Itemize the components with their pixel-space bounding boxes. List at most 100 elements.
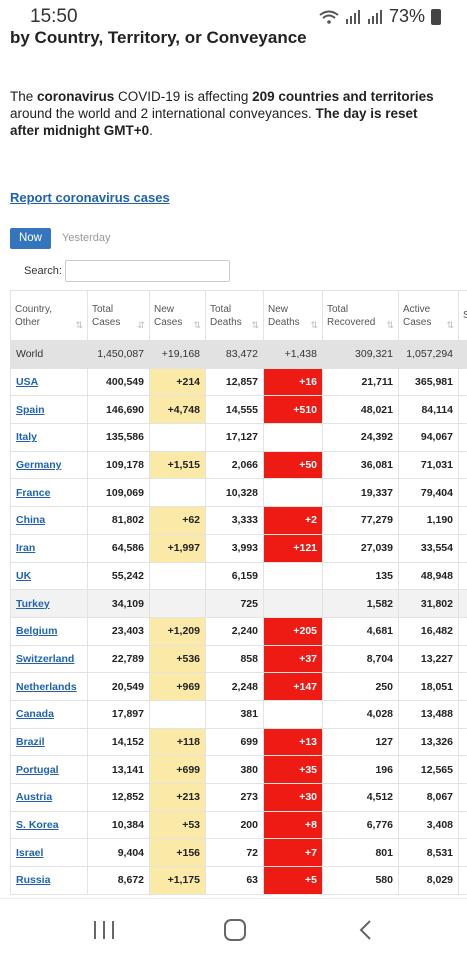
- cell-deaths: 858: [205, 644, 264, 674]
- table-row: China 81,802 +62 3,333 +2 77,279 1,190: [10, 506, 467, 535]
- cell-country[interactable]: UK: [10, 561, 88, 591]
- table-row: Germany 109,178 +1,515 2,066 +50 36,081 71,031: [10, 450, 467, 480]
- cell-country[interactable]: Israel: [10, 838, 88, 868]
- cell-recovered: 801: [322, 838, 399, 868]
- column-header-total-deaths[interactable]: Total Deaths ⇅: [205, 290, 264, 341]
- battery-percent: 73%: [388, 6, 425, 26]
- header-line1: Active: [403, 303, 431, 315]
- clock: 15:50: [30, 6, 78, 27]
- cell-serious: [458, 727, 467, 757]
- cell-country[interactable]: France: [10, 478, 88, 508]
- cell-active: 13,227: [398, 644, 459, 674]
- back-icon[interactable]: [356, 919, 376, 941]
- home-icon[interactable]: [224, 919, 246, 941]
- page-heading: by Country, Territory, or Conveyance: [10, 28, 307, 47]
- signal-icon: [345, 9, 360, 24]
- cell-country[interactable]: Switzerland: [10, 644, 88, 674]
- column-header-active-cases[interactable]: Active Cases ⇅: [398, 290, 459, 341]
- recents-icon[interactable]: [94, 921, 114, 939]
- cell-deaths: 83,472: [205, 340, 264, 369]
- cell-country[interactable]: Italy: [10, 423, 88, 452]
- cell-new-deaths: +8: [263, 810, 323, 840]
- table-row: USA 400,549 +214 12,857 +16 21,711 365,981: [10, 367, 467, 397]
- cell-new-cases: +19,168: [149, 340, 206, 369]
- cell-country[interactable]: Turkey: [10, 589, 88, 618]
- cell-active: 48,948: [398, 561, 459, 591]
- cell-total: 34,109: [87, 589, 150, 618]
- cell-recovered: 24,392: [322, 423, 399, 452]
- android-nav-bar: [0, 898, 467, 960]
- header-line2: Deaths: [268, 316, 300, 328]
- cell-country[interactable]: Austria: [10, 783, 88, 812]
- column-header-total-recovered[interactable]: Total Recovered ⇅: [322, 290, 399, 341]
- cell-deaths: 10,328: [205, 478, 264, 508]
- cell-new-cases: +53: [149, 810, 206, 840]
- cell-active: 71,031: [398, 450, 459, 480]
- intro-part: COVID-19 is affecting: [114, 89, 253, 104]
- cell-deaths: 2,066: [205, 450, 264, 480]
- cell-new-deaths: +16: [263, 367, 323, 397]
- cell-recovered: 135: [322, 561, 399, 591]
- cell-country[interactable]: Brazil: [10, 727, 88, 757]
- cell-country[interactable]: Germany: [10, 450, 88, 480]
- column-header-country[interactable]: Country, Other ⇅: [10, 290, 88, 341]
- cell-country[interactable]: USA: [10, 367, 88, 397]
- intro-bold: The day is reset after midnight GMT+0: [10, 106, 418, 138]
- cell-country[interactable]: Belgium: [10, 616, 88, 646]
- cell-country[interactable]: Spain: [10, 395, 88, 425]
- cell-deaths: 200: [205, 810, 264, 840]
- header-line2: Other: [15, 316, 41, 328]
- cell-active: 3,408: [398, 810, 459, 840]
- table-row: Russia 8,672 +1,175 63 +5 580 8,029: [10, 866, 467, 895]
- header-line1: Total: [210, 303, 232, 315]
- cell-country[interactable]: Portugal: [10, 755, 88, 784]
- tab-yesterday[interactable]: Yesterday: [62, 232, 111, 244]
- cell-active: 8,029: [398, 866, 459, 895]
- table-row: Turkey 34,109 725 1,582 31,802: [10, 589, 467, 618]
- cell-new-cases: +1,997: [149, 533, 206, 563]
- cell-country[interactable]: Russia: [10, 866, 88, 895]
- table-body: World 1,450,087 +19,168 83,472 +1,438 309,321…: [10, 340, 467, 895]
- cell-total: 8,672: [87, 866, 150, 895]
- cell-deaths: 2,248: [205, 672, 264, 701]
- tab-now[interactable]: Now: [10, 228, 51, 249]
- cell-recovered: 8,704: [322, 644, 399, 674]
- cell-serious: [458, 533, 467, 563]
- cell-serious: [458, 755, 467, 784]
- cell-new-deaths: [263, 478, 323, 508]
- cell-total: 400,549: [87, 367, 150, 397]
- cell-new-deaths: +5: [263, 866, 323, 895]
- cell-active: 12,565: [398, 755, 459, 784]
- cell-country[interactable]: Canada: [10, 699, 88, 729]
- table-row: Switzerland 22,789 +536 858 +37 8,704 13,227: [10, 644, 467, 674]
- report-cases-link[interactable]: Report coronavirus cases: [10, 190, 170, 205]
- table-row: Austria 12,852 +213 273 +30 4,512 8,067: [10, 783, 467, 812]
- cell-deaths: 12,857: [205, 367, 264, 397]
- cell-active: 13,488: [398, 699, 459, 729]
- sort-icon: ⇅: [386, 320, 394, 330]
- cell-new-cases: +969: [149, 672, 206, 701]
- cell-recovered: 19,337: [322, 478, 399, 508]
- cell-recovered: 4,512: [322, 783, 399, 812]
- cell-country[interactable]: Netherlands: [10, 672, 88, 701]
- cell-serious: [458, 367, 467, 397]
- cell-new-cases: +62: [149, 506, 206, 535]
- cell-country[interactable]: China: [10, 506, 88, 535]
- search-input[interactable]: [65, 260, 230, 282]
- cell-recovered: 4,028: [322, 699, 399, 729]
- sort-icon: ⇵: [137, 320, 145, 330]
- cell-serious: [458, 340, 467, 369]
- column-header-new-cases[interactable]: New Cases ⇅: [149, 290, 206, 341]
- column-header-total-cases[interactable]: Total Cases ⇵: [87, 290, 150, 341]
- cell-country[interactable]: S. Korea: [10, 810, 88, 840]
- sort-icon: ⇅: [75, 320, 83, 330]
- column-header-serious[interactable]: S: [458, 290, 467, 341]
- cell-deaths: 725: [205, 589, 264, 618]
- cell-deaths: 6,159: [205, 561, 264, 591]
- cell-serious: [458, 810, 467, 840]
- cell-country[interactable]: Iran: [10, 533, 88, 563]
- cell-new-deaths: +1,438: [263, 340, 323, 369]
- cell-recovered: 6,776: [322, 810, 399, 840]
- intro-part: The: [10, 89, 38, 104]
- column-header-new-deaths[interactable]: New Deaths ⇅: [263, 290, 323, 341]
